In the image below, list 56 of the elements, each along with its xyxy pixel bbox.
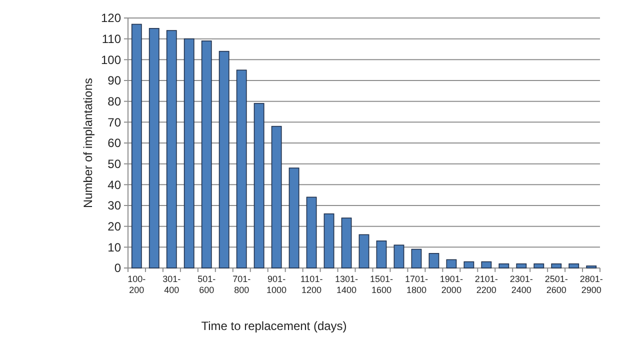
x-tick-label: 2101-2200 — [474, 274, 498, 295]
bar — [376, 240, 387, 268]
bar — [184, 38, 194, 268]
x-tick-label: 1501-1600 — [370, 274, 394, 295]
bar — [236, 70, 247, 268]
bar — [358, 234, 370, 268]
y-tick-label: 10 — [108, 240, 122, 254]
x-tick-label: 1701-1800 — [404, 274, 428, 295]
bar — [516, 263, 527, 268]
bar — [306, 196, 317, 268]
x-tick-label: 2501-2600 — [544, 274, 568, 295]
y-axis-title: Number of implantations — [81, 78, 95, 208]
bar — [201, 40, 212, 268]
y-tick-label: 30 — [108, 198, 122, 213]
y-tick-label: 40 — [108, 178, 122, 192]
y-tick-label: 110 — [102, 32, 122, 46]
bar — [394, 244, 404, 268]
x-tick-label: 1301-1400 — [334, 274, 358, 295]
x-axis-title: Time to replacement (days) — [201, 319, 347, 333]
x-tick-label: 501-600 — [198, 274, 216, 295]
x-tick-label: 901-1000 — [266, 274, 287, 295]
y-tick-label: 80 — [108, 94, 122, 109]
bar — [464, 261, 474, 268]
y-tick-label: 100 — [100, 52, 122, 67]
bar — [254, 103, 264, 268]
y-tick-label: 70 — [108, 115, 122, 130]
bar — [324, 213, 334, 268]
x-tick-label: 2801-2900 — [580, 274, 603, 295]
bar — [481, 261, 492, 268]
bar — [341, 218, 352, 268]
bar — [446, 259, 457, 268]
x-tick-label: 1101-1200 — [300, 274, 323, 295]
bar — [288, 168, 300, 268]
x-tick-label: 701-800 — [232, 274, 251, 295]
bar — [534, 263, 544, 268]
bar — [551, 263, 562, 268]
x-tick-label: 2301-2400 — [510, 274, 533, 295]
bar — [411, 248, 422, 268]
y-tick-label: 90 — [108, 74, 122, 88]
y-tick-label: 0 — [114, 261, 122, 276]
bar — [131, 24, 142, 268]
bar — [148, 28, 160, 268]
bar — [586, 266, 597, 268]
x-tick-label: 1901-2000 — [440, 274, 463, 295]
bar — [428, 253, 440, 268]
y-tick-label: 120 — [100, 11, 122, 26]
y-tick-label: 20 — [108, 220, 122, 234]
bar — [218, 50, 230, 268]
bar — [166, 30, 177, 268]
bar — [271, 126, 282, 268]
y-tick-label: 60 — [108, 136, 122, 150]
x-tick-label: 100-200 — [128, 274, 146, 295]
x-tick-label: 301-400 — [162, 274, 181, 295]
y-tick-label: 50 — [108, 157, 122, 172]
bar — [568, 263, 580, 268]
bar — [498, 263, 510, 268]
